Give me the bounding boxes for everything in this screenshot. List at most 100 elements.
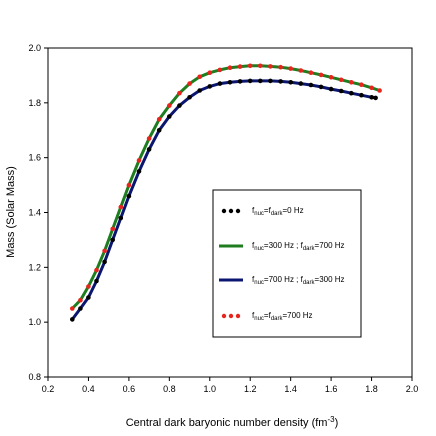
y-tick-label: 1.6	[28, 153, 41, 163]
series-3-point	[349, 80, 354, 85]
series-3-point	[146, 136, 152, 141]
series-0-point	[288, 80, 294, 85]
legend-label: fnuc=fdark=0 Hz	[252, 206, 304, 217]
series-0-point	[237, 79, 243, 84]
series-3-point	[278, 64, 283, 70]
series-3-point	[118, 204, 124, 210]
legend-marker	[221, 208, 227, 214]
series-3-point	[298, 68, 304, 73]
series-3-point	[369, 85, 374, 91]
legend-marker	[228, 313, 234, 319]
legend-item: fnuc=fdark=700 Hz	[221, 311, 313, 322]
x-tick-label: 1.8	[365, 384, 378, 394]
series-0-point	[278, 79, 283, 84]
legend-item: fnuc=300 Hz ; fdark=700 Hz	[219, 241, 345, 252]
series-0-point	[136, 169, 142, 174]
series-0-point	[369, 95, 374, 100]
series-3-point	[217, 67, 223, 73]
plot-area: 0.2 0.4 0.6 0.8 1.0 1.2 1.4 1.6 1.8 2.0 0.8 1.0 1.2…	[28, 43, 418, 394]
x-tick-label: 1.0	[204, 384, 217, 394]
series-0-point	[247, 78, 253, 84]
series-3-point	[258, 63, 263, 69]
series-3-point	[247, 63, 253, 69]
series-0-point	[359, 92, 364, 98]
series-0-point	[217, 81, 223, 86]
series-0-point	[102, 259, 107, 265]
series-3-point	[94, 267, 99, 273]
series-0-point	[338, 88, 344, 94]
series-0-point	[187, 95, 192, 100]
series-3-point	[237, 64, 243, 69]
series-3-point	[110, 226, 115, 232]
series-3-point	[207, 70, 213, 75]
series-0-point	[110, 237, 115, 243]
y-tick-label: 2.0	[28, 43, 41, 53]
series-3-point	[187, 81, 192, 86]
series-3-point	[338, 77, 344, 83]
x-tick-label: 1.2	[244, 384, 257, 394]
y-tick-label: 1.4	[28, 208, 41, 218]
legend-box	[212, 189, 362, 338]
legend-marker	[235, 313, 241, 319]
series-3-point	[156, 117, 162, 122]
legend-label: fnuc=700 Hz ; fdark=300 Hz	[252, 275, 345, 286]
y-tick-label: 1.8	[28, 98, 41, 108]
y-axis-title: Mass (Solar Mass)	[5, 166, 17, 258]
series-3-point	[136, 158, 142, 163]
series-0-point	[318, 84, 324, 90]
series-0-point	[349, 90, 354, 96]
series-0-point	[197, 88, 202, 93]
series-3-point	[288, 66, 294, 71]
series-3-point	[268, 64, 273, 69]
series-0-point	[70, 317, 75, 322]
legend-label: fnuc=fdark=700 Hz	[252, 311, 313, 322]
legend: fnuc=fdark=0 Hz fnuc=300 Hz ; fdark=700 H…	[212, 189, 362, 338]
series-3-point	[377, 88, 382, 93]
series-3-point	[318, 72, 324, 78]
x-tick-label: 0.6	[123, 384, 136, 394]
series-3-point	[167, 103, 172, 108]
series-3-point	[126, 182, 132, 188]
y-tick-label: 1.0	[28, 317, 41, 327]
series-0-point	[258, 78, 263, 84]
series-3-point	[78, 297, 83, 303]
series-0-point	[156, 128, 162, 133]
legend-item: fnuc=700 Hz ; fdark=300 Hz	[219, 275, 345, 286]
x-tick-label: 1.6	[325, 384, 338, 394]
series-0-point	[126, 193, 132, 199]
series-0-point	[177, 103, 182, 108]
legend-item: fnuc=fdark=0 Hz	[221, 206, 304, 217]
series-3-point	[227, 65, 233, 70]
series-0-point	[373, 95, 378, 101]
legend-marker	[221, 313, 227, 319]
series-0-point	[227, 80, 233, 85]
series-3-point	[70, 306, 75, 311]
series-0-point	[146, 147, 152, 152]
legend-marker	[235, 208, 241, 214]
y-axis: 0.8 1.0 1.2 1.4 1.6 1.8 2.0	[28, 43, 48, 382]
series-0-point	[328, 86, 334, 92]
x-axis-title: Central dark baryonic number density (fm…	[126, 415, 339, 429]
series-0-point	[86, 295, 91, 300]
series-3-point	[86, 284, 91, 289]
legend-marker	[228, 208, 234, 214]
x-tick-label: 0.2	[42, 384, 55, 394]
series-0-point	[78, 306, 83, 311]
legend-label: fnuc=300 Hz ; fdark=700 Hz	[252, 241, 345, 252]
series-0-point	[167, 114, 172, 119]
series-0-point	[207, 84, 213, 89]
series-0-point	[268, 78, 273, 84]
x-axis: 0.2 0.4 0.6 0.8 1.0 1.2 1.4 1.6 1.8 2.0	[42, 377, 419, 394]
series-0-point	[308, 82, 314, 88]
x-tick-label: 2.0	[406, 384, 419, 394]
series-0-point	[298, 81, 304, 86]
series-3-point	[197, 74, 202, 80]
series-0-point	[118, 215, 124, 221]
x-tick-label: 0.4	[82, 384, 95, 394]
x-tick-label: 1.4	[284, 384, 297, 394]
series-3-point	[308, 70, 314, 75]
series-3-point	[328, 75, 334, 80]
series-3-point	[177, 90, 182, 96]
y-tick-label: 0.8	[28, 372, 41, 382]
